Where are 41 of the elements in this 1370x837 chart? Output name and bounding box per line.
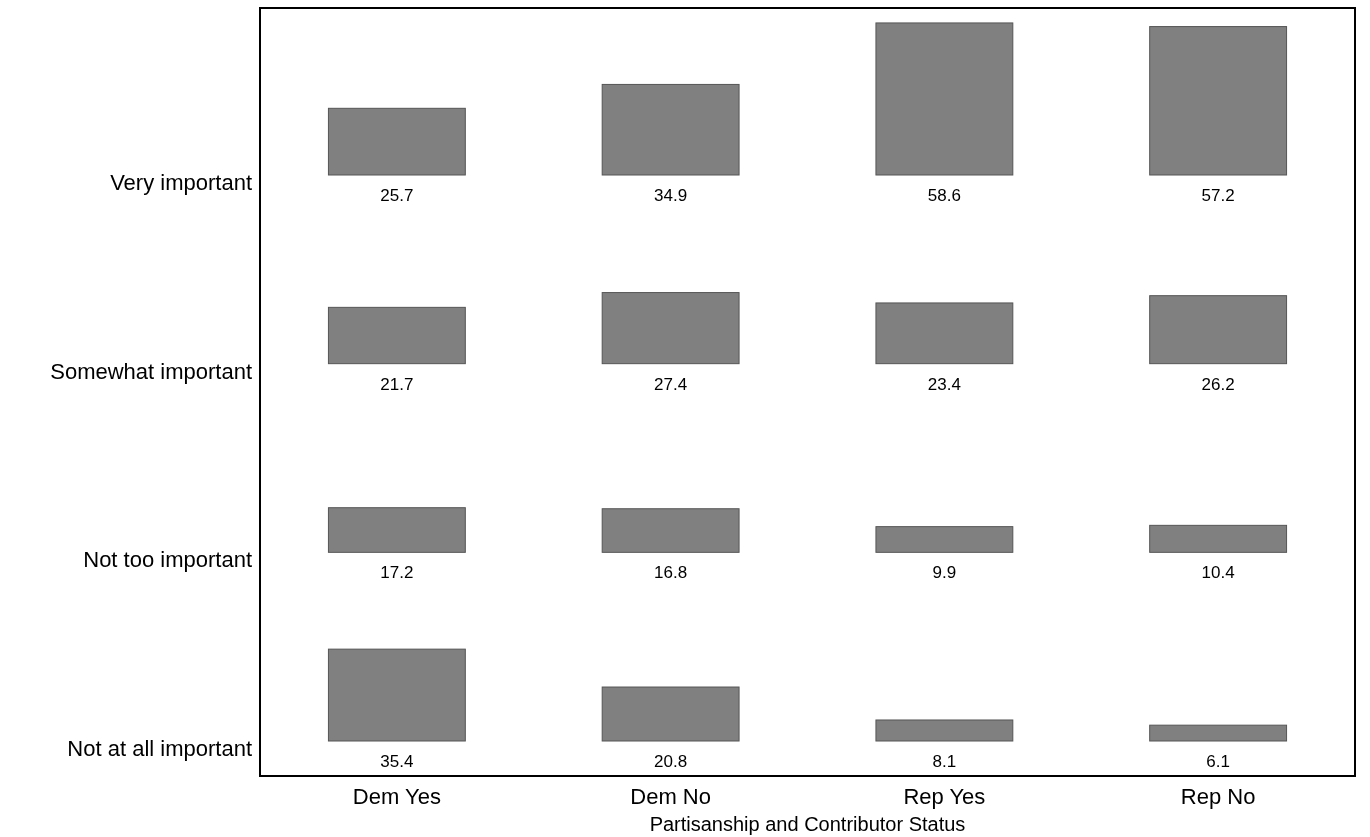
bar	[1149, 724, 1288, 742]
bar	[875, 526, 1014, 553]
data-label: 25.7	[380, 186, 414, 205]
bar	[601, 292, 740, 365]
data-label: 6.1	[1206, 752, 1230, 771]
x-tick-label: Rep Yes	[903, 784, 986, 809]
bar	[1149, 26, 1288, 176]
data-label: 57.2	[1201, 186, 1235, 205]
bar	[1149, 524, 1288, 553]
bar	[601, 83, 740, 176]
bar	[327, 306, 466, 365]
data-label: 58.6	[927, 186, 961, 205]
data-label: 9.9	[932, 563, 957, 583]
x-tick-label: Dem Yes	[352, 784, 441, 809]
data-label: 35.4	[380, 752, 414, 771]
data-label: 16.8	[654, 563, 688, 583]
data-label: 34.9	[654, 186, 688, 205]
bar	[327, 107, 466, 176]
bar	[875, 302, 1014, 365]
bar	[875, 719, 1014, 742]
data-label: 20.8	[654, 752, 688, 771]
data-label: 17.2	[380, 563, 414, 583]
x-tick-label: Dem No	[630, 784, 711, 809]
data-label: 26.2	[1201, 374, 1235, 394]
x-axis-title: Partisanship and Contributor Status	[649, 813, 966, 835]
bar	[601, 508, 740, 553]
bar	[875, 22, 1014, 176]
x-tick-label: Rep No	[1180, 784, 1256, 809]
data-label: 27.4	[654, 374, 688, 394]
bar	[327, 648, 466, 742]
data-label: 10.4	[1201, 563, 1235, 583]
bar	[1149, 295, 1288, 365]
bar	[327, 507, 466, 553]
data-label: 23.4	[927, 374, 961, 394]
y-axis-title: Somewhat important	[50, 358, 252, 384]
data-label: 21.7	[380, 374, 414, 394]
y-axis-title: Very important	[110, 170, 252, 195]
data-label: 8.1	[932, 752, 957, 771]
y-axis-title: Not too important	[83, 547, 252, 573]
bar	[601, 686, 740, 742]
y-axis-title: Not at all important	[67, 736, 252, 761]
